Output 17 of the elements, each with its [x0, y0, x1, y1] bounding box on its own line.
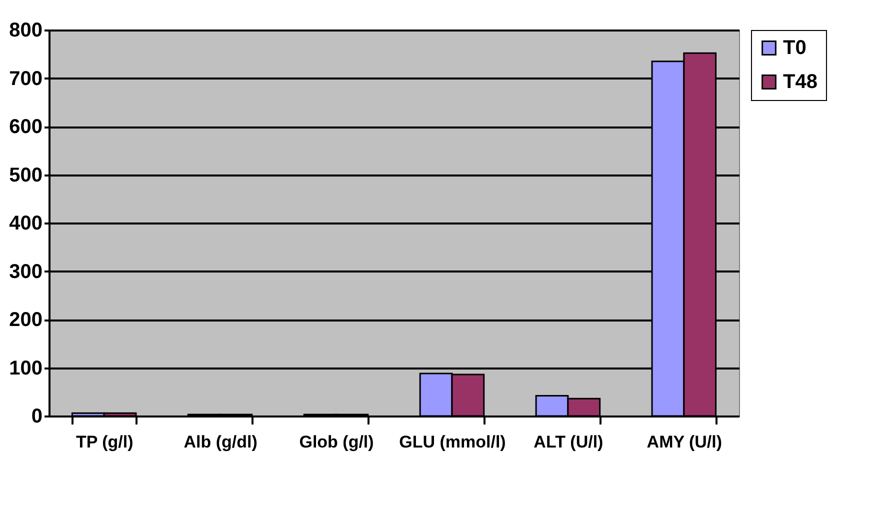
- y-tick-label: 500: [9, 164, 42, 186]
- legend-label: T0: [783, 37, 806, 59]
- y-tick-label: 300: [9, 260, 42, 283]
- x-tick-label: TP (g/l): [76, 432, 134, 452]
- y-tick-label: 400: [9, 212, 42, 234]
- y-tick-label: 600: [9, 116, 42, 138]
- x-tick-label: AMY (U/l): [646, 432, 722, 452]
- y-tick-label: 700: [9, 68, 42, 90]
- x-tick-label: Glob (g/l): [299, 432, 374, 452]
- y-tick-label: 800: [9, 20, 42, 42]
- x-tick-label: Alb (g/dl): [184, 432, 258, 452]
- x-tick-label: ALT (U/l): [534, 432, 604, 452]
- legend-label: T48: [783, 71, 818, 93]
- y-tick-label: 200: [9, 309, 42, 331]
- y-tick-label: 0: [31, 406, 42, 428]
- y-tick-label: 100: [9, 357, 42, 380]
- x-tick-label: GLU (mmol/l): [399, 432, 506, 452]
